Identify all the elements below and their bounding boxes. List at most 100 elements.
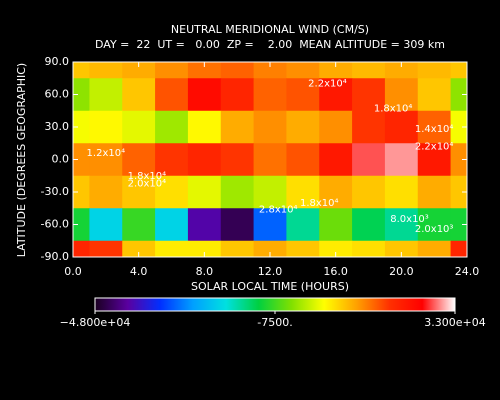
- heat-cell: [450, 175, 467, 209]
- heat-cell: [417, 175, 452, 209]
- heat-cell: [384, 240, 419, 257]
- x-axis-label: SOLAR LOCAL TIME (HOURS): [191, 280, 349, 293]
- heat-cell: [286, 175, 320, 209]
- heat-cell: [417, 143, 452, 177]
- heat-cell: [73, 175, 90, 209]
- heat-cell: [384, 78, 419, 112]
- heat-cell: [122, 240, 156, 257]
- contour-label: 2.8x10⁴: [259, 204, 298, 215]
- heat-cell: [73, 110, 90, 144]
- heat-cell: [73, 62, 90, 79]
- heat-cell: [417, 62, 452, 79]
- heat-cell: [122, 175, 156, 209]
- heat-cell: [220, 208, 255, 242]
- heat-cell: [417, 78, 452, 112]
- heatmap: [73, 62, 467, 257]
- heat-cell: [187, 110, 222, 144]
- heat-cell: [384, 175, 419, 209]
- heat-cell: [352, 208, 386, 242]
- heat-cell: [89, 175, 123, 209]
- heat-cell: [155, 175, 189, 209]
- colorbar-label: −4.800e+04: [60, 316, 131, 329]
- heat-cell: [89, 208, 123, 242]
- contour-label: 2.2x10⁴: [415, 142, 454, 153]
- heat-cell: [286, 78, 320, 112]
- y-tick-label: -30.0: [41, 185, 69, 198]
- heat-cell: [352, 240, 386, 257]
- heat-cell: [450, 62, 467, 79]
- heat-cell: [253, 143, 287, 177]
- x-tick-label: 24.0: [455, 265, 480, 278]
- y-tick-label: 0.0: [52, 153, 70, 166]
- contour-label: 1.8x10⁴: [300, 198, 339, 209]
- heat-cell: [417, 240, 452, 257]
- y-tick-label: -90.0: [41, 250, 69, 263]
- heat-cell: [187, 62, 222, 79]
- x-tick-label: 0.0: [64, 265, 82, 278]
- heat-cell: [89, 240, 123, 257]
- contour-label: 1.2x10⁴: [87, 148, 126, 159]
- y-axis-label: LATITUDE (DEGREES GEOGRAPHIC): [15, 63, 28, 257]
- heat-cell: [155, 208, 189, 242]
- heat-cell: [220, 110, 255, 144]
- heat-cell: [73, 143, 90, 177]
- heat-cell: [155, 240, 189, 257]
- heat-cell: [450, 143, 467, 177]
- contour-label: 1.4x10⁴: [415, 124, 454, 135]
- heat-cell: [253, 208, 287, 242]
- heat-cell: [286, 110, 320, 144]
- heat-cell: [155, 62, 189, 79]
- heat-cell: [286, 62, 320, 79]
- heat-cell: [417, 208, 452, 242]
- heat-cell: [187, 240, 222, 257]
- heat-cell: [89, 143, 123, 177]
- heat-cell: [450, 78, 467, 112]
- heat-cell: [253, 110, 287, 144]
- heat-cell: [286, 208, 320, 242]
- heat-cell: [122, 110, 156, 144]
- y-tick-label: 90.0: [45, 55, 70, 68]
- colorbar-label: 3.300e+04: [424, 316, 485, 329]
- heat-cell: [122, 143, 156, 177]
- heat-cell: [319, 208, 353, 242]
- heat-cell: [352, 62, 386, 79]
- heat-cell: [73, 208, 90, 242]
- heat-cell: [155, 78, 189, 112]
- heat-cell: [384, 208, 419, 242]
- x-tick-label: 4.0: [130, 265, 148, 278]
- heat-cell: [187, 208, 222, 242]
- heat-cell: [253, 175, 287, 209]
- y-tick-label: 60.0: [45, 88, 70, 101]
- x-tick-label: 8.0: [196, 265, 214, 278]
- heat-cell: [155, 110, 189, 144]
- heat-cell: [384, 62, 419, 79]
- heat-cell: [155, 143, 189, 177]
- heat-cell: [319, 78, 353, 112]
- heat-cell: [384, 143, 419, 177]
- heat-cell: [319, 110, 353, 144]
- chart-subtitle: DAY = 22 UT = 0.00 ZP = 2.00 MEAN ALTITU…: [95, 38, 445, 51]
- heat-cell: [286, 240, 320, 257]
- heat-cell: [220, 62, 255, 79]
- heat-cell: [122, 208, 156, 242]
- heat-cell: [319, 143, 353, 177]
- heat-cell: [187, 175, 222, 209]
- heat-cell: [73, 78, 90, 112]
- x-tick-label: 16.0: [323, 265, 348, 278]
- heat-cell: [450, 208, 467, 242]
- y-tick-label: -60.0: [41, 218, 69, 231]
- contour-label: 2.0x10³: [415, 224, 454, 235]
- y-tick-label: 30.0: [45, 120, 70, 133]
- heat-cell: [220, 175, 255, 209]
- contour-label: 1.8x10⁴: [128, 171, 167, 182]
- heat-cell: [89, 78, 123, 112]
- heat-cell: [352, 175, 386, 209]
- contour-label: 2.0x10⁴: [128, 178, 167, 189]
- heat-cell: [384, 110, 419, 144]
- heat-cell: [450, 110, 467, 144]
- heat-cell: [352, 110, 386, 144]
- x-tick-label: 12.0: [258, 265, 283, 278]
- heat-cell: [220, 143, 255, 177]
- overlay: 0.0 4.0 8.0 12.0 16.0 20.0 24.0 90.0 60.0 30.0 0.0…: [41, 55, 486, 329]
